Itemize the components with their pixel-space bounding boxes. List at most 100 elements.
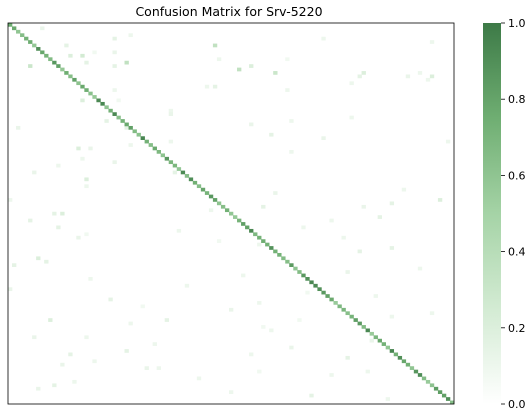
heatmap-cell xyxy=(385,397,391,401)
heatmap-cell xyxy=(321,36,326,41)
heatmap-cell xyxy=(124,349,129,353)
heatmap-cell xyxy=(140,304,145,309)
heatmap-cell xyxy=(249,352,254,357)
heatmap-diagonal-cell xyxy=(92,95,97,99)
heatmap-cell xyxy=(84,232,89,237)
heatmap-diagonal-cell xyxy=(72,77,77,82)
heatmap-cell xyxy=(168,112,174,116)
heatmap-cell xyxy=(112,36,117,41)
heatmap-cell xyxy=(68,53,73,58)
heatmap-cell xyxy=(168,139,174,144)
colorbar-tick-label: 0.4 xyxy=(508,246,526,259)
heatmap-cell xyxy=(309,393,314,398)
heatmap-cell xyxy=(32,170,37,175)
heatmap-diagonal-cell xyxy=(212,198,218,202)
heatmap-diagonal-cell xyxy=(321,290,326,295)
heatmap-diagonal-cell xyxy=(341,307,346,312)
heatmap-diagonal-cell xyxy=(433,386,439,391)
heatmap-cell xyxy=(80,156,85,161)
heatmap-cell xyxy=(389,246,395,250)
heatmap-cell xyxy=(212,84,218,89)
heatmap-diagonal-cell xyxy=(273,249,278,254)
heatmap-cell xyxy=(36,386,41,391)
heatmap-cell xyxy=(289,150,294,154)
heatmap-diagonal-cell xyxy=(200,187,206,192)
colorbar-tick-label: 0.2 xyxy=(508,322,526,335)
heatmap-diagonal-cell xyxy=(301,273,306,278)
heatmap-cell xyxy=(417,71,423,75)
heatmap-diagonal-cell xyxy=(249,228,254,233)
heatmap-diagonal-cell xyxy=(413,369,419,374)
heatmap-cell xyxy=(92,50,97,55)
heatmap-cell xyxy=(84,177,89,182)
heatmap-cell xyxy=(112,50,117,55)
heatmap-cell xyxy=(289,119,294,123)
heatmap-diagonal-cell xyxy=(120,119,125,123)
heatmap-cell xyxy=(417,266,423,271)
heatmap-diagonal-cell xyxy=(16,29,21,34)
heatmap-diagonal-cell xyxy=(381,342,386,346)
heatmap-cell xyxy=(261,325,266,329)
heatmap-cell xyxy=(241,273,246,278)
heatmap-cell xyxy=(329,373,334,377)
heatmap-cell xyxy=(52,211,57,216)
heatmap xyxy=(8,23,455,405)
heatmap-diagonal-cell xyxy=(60,67,65,72)
heatmap-cell xyxy=(204,84,210,89)
heatmap-diagonal-cell xyxy=(349,314,354,319)
heatmap-cell xyxy=(8,287,13,292)
heatmap-diagonal-cell xyxy=(277,252,282,257)
heatmap-diagonal-cell xyxy=(132,129,137,134)
heatmap-cell xyxy=(164,318,170,322)
heatmap-diagonal-cell xyxy=(80,84,85,89)
heatmap-diagonal-cell xyxy=(441,393,447,398)
heatmap-diagonal-cell xyxy=(385,345,391,350)
heatmap-cell xyxy=(12,263,17,267)
heatmap-diagonal-cell xyxy=(8,23,13,27)
heatmap-cell xyxy=(52,383,57,388)
heatmap-diagonal-cell xyxy=(449,400,455,405)
heatmap-cell xyxy=(261,204,266,209)
heatmap-cell xyxy=(425,77,431,82)
heatmap-cell xyxy=(28,218,33,223)
heatmap-cell xyxy=(249,122,254,127)
heatmap-diagonal-cell xyxy=(40,50,45,55)
heatmap-diagonal-cell xyxy=(48,57,53,62)
heatmap-cell xyxy=(289,345,294,350)
heatmap-diagonal-cell xyxy=(393,352,399,357)
heatmap-cell xyxy=(76,146,81,151)
heatmap-cell xyxy=(285,57,290,62)
heatmap-cell xyxy=(84,60,89,65)
heatmap-cell xyxy=(128,143,133,147)
heatmap-diagonal-cell xyxy=(405,362,411,367)
heatmap-cell xyxy=(301,225,306,230)
heatmap-diagonal-cell xyxy=(76,81,81,86)
heatmap-cell xyxy=(48,318,53,322)
heatmap-diagonal-cell xyxy=(373,335,378,340)
heatmap-cell xyxy=(64,43,69,48)
heatmap-cell xyxy=(373,294,378,298)
heatmap-diagonal-cell xyxy=(108,108,113,113)
heatmap-diagonal-cell xyxy=(345,311,350,316)
heatmap-diagonal-cell xyxy=(184,174,190,178)
heatmap-cell xyxy=(389,201,395,206)
heatmap-diagonal-cell xyxy=(325,294,330,298)
heatmap-cell xyxy=(228,390,234,394)
heatmap-cell xyxy=(36,256,41,261)
heatmap-diagonal-cell xyxy=(257,235,262,240)
heatmap-diagonal-cell xyxy=(144,139,149,144)
heatmap-cell xyxy=(8,198,13,202)
heatmap-cell xyxy=(329,218,334,223)
heatmap-diagonal-cell xyxy=(136,132,141,137)
heatmap-diagonal-cell xyxy=(20,33,25,38)
heatmap-diagonal-cell xyxy=(124,122,129,127)
heatmap-cell xyxy=(16,125,21,130)
heatmap-cell xyxy=(80,98,85,103)
heatmap-cell xyxy=(349,81,354,86)
heatmap-diagonal-cell xyxy=(317,287,322,292)
heatmap-cell xyxy=(112,88,117,92)
heatmap-cell xyxy=(124,60,129,65)
heatmap-cell xyxy=(273,191,278,195)
heatmap-cell xyxy=(88,277,93,281)
heatmap-cell xyxy=(60,211,65,216)
